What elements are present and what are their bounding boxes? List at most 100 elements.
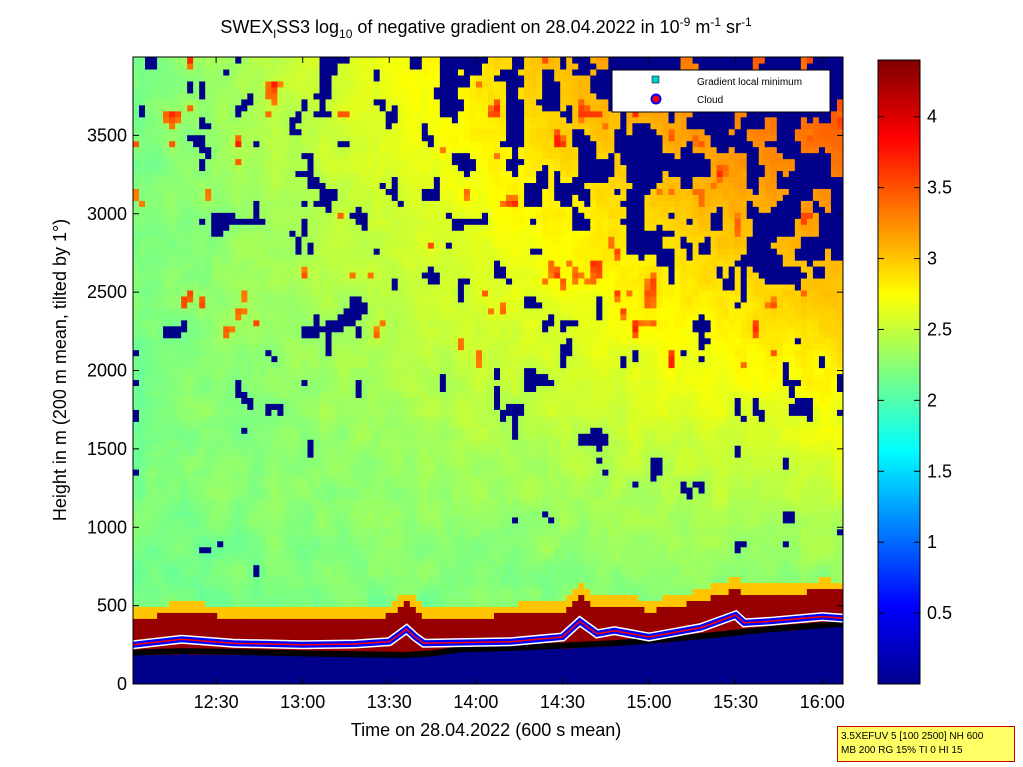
heatmap-cell xyxy=(331,283,339,291)
heatmap-cell xyxy=(181,301,188,309)
heatmap-cell xyxy=(271,678,279,684)
heatmap-cell xyxy=(217,463,224,470)
heatmap-cell xyxy=(205,540,212,548)
heatmap-cell xyxy=(235,534,242,542)
heatmap-cell xyxy=(139,355,146,363)
heatmap-cell xyxy=(247,355,254,363)
heatmap-cell xyxy=(235,666,242,673)
heatmap-cell xyxy=(187,170,194,178)
heatmap-cell xyxy=(205,498,212,506)
heatmap-cell xyxy=(151,343,158,351)
heatmap-cell xyxy=(241,116,248,124)
heatmap-cell xyxy=(235,248,242,255)
heatmap-cell xyxy=(379,409,387,416)
heatmap-cell xyxy=(295,678,303,684)
heatmap-cell xyxy=(193,68,200,76)
heatmap-cell xyxy=(253,152,260,160)
heatmap-cell xyxy=(235,224,242,231)
heatmap-cell xyxy=(391,504,399,512)
heatmap-cell xyxy=(313,457,321,464)
heatmap-cell xyxy=(385,98,393,106)
heatmap-cell xyxy=(145,403,152,410)
heatmap-cell xyxy=(223,128,230,136)
heatmap-cell xyxy=(319,289,327,297)
heatmap-cell xyxy=(265,331,272,339)
heatmap-cell xyxy=(301,403,309,410)
heatmap-cell xyxy=(139,68,146,76)
heatmap-cell xyxy=(265,307,272,315)
heatmap-cell xyxy=(157,522,164,530)
heatmap-cell xyxy=(211,355,218,363)
heatmap-cell xyxy=(163,134,170,142)
heatmap-cell xyxy=(337,218,345,225)
heatmap-cell xyxy=(373,319,381,327)
heatmap-cell xyxy=(253,104,260,112)
heatmap-cell xyxy=(187,510,194,518)
heatmap-cell xyxy=(229,170,236,178)
heatmap-cell xyxy=(277,254,285,261)
heatmap-cell xyxy=(337,152,345,160)
heatmap-cell xyxy=(235,277,242,285)
heatmap-cell xyxy=(145,182,152,189)
heatmap-cell xyxy=(265,337,272,345)
heatmap-cell xyxy=(301,134,309,142)
heatmap-cell xyxy=(139,469,146,476)
heatmap-cell xyxy=(265,576,272,584)
heatmap-cell xyxy=(301,355,309,363)
heatmap-cell xyxy=(145,463,152,470)
heatmap-cell xyxy=(349,182,357,189)
heatmap-cell xyxy=(151,546,158,554)
heatmap-cell xyxy=(409,116,417,124)
heatmap-cell xyxy=(181,570,188,578)
heatmap-cell xyxy=(229,624,236,631)
heatmap-cell xyxy=(211,570,218,578)
heatmap-cell xyxy=(133,277,140,285)
heatmap-cell xyxy=(379,319,387,327)
heatmap-cell xyxy=(385,463,393,470)
heatmap-cell xyxy=(199,451,206,458)
heatmap-cell xyxy=(151,236,158,243)
heatmap-cell xyxy=(247,313,254,321)
heatmap-cell xyxy=(217,355,224,363)
heatmap-cell xyxy=(265,68,272,76)
heatmap-cell xyxy=(289,170,297,178)
heatmap-cell xyxy=(373,516,381,524)
heatmap-cell xyxy=(373,624,381,631)
heatmap-cell xyxy=(343,68,351,76)
heatmap-cell xyxy=(349,152,357,160)
heatmap-cell xyxy=(139,57,146,64)
heatmap-cell xyxy=(331,104,339,112)
heatmap-cell xyxy=(235,516,242,524)
heatmap-cell xyxy=(133,582,140,590)
heatmap-cell xyxy=(235,403,242,410)
heatmap-cell xyxy=(199,678,206,684)
heatmap-cell xyxy=(235,236,242,243)
heatmap-cell xyxy=(163,122,170,130)
heatmap-cell xyxy=(349,570,357,578)
heatmap-cell xyxy=(355,146,363,154)
heatmap-cell xyxy=(151,624,158,631)
heatmap-cell xyxy=(403,469,411,476)
heatmap-cell xyxy=(391,403,399,410)
heatmap-cell xyxy=(175,594,182,601)
heatmap-cell xyxy=(181,666,188,673)
heatmap-cell xyxy=(301,57,309,64)
heatmap-cell xyxy=(397,152,405,160)
heatmap-cell xyxy=(199,116,206,124)
heatmap-cell xyxy=(241,92,248,100)
heatmap-cell xyxy=(361,564,369,572)
heatmap-cell xyxy=(217,558,224,566)
heatmap-cell xyxy=(253,492,260,500)
heatmap-cell xyxy=(289,104,297,112)
heatmap-cell xyxy=(187,486,194,494)
heatmap-cell xyxy=(217,212,224,219)
heatmap-cell xyxy=(253,528,260,536)
heatmap-cell xyxy=(391,648,399,655)
heatmap-cell xyxy=(343,164,351,172)
heatmap-cell xyxy=(259,260,266,267)
heatmap-cell xyxy=(295,152,303,160)
heatmap-cell xyxy=(247,319,254,327)
heatmap-cell xyxy=(379,522,387,530)
heatmap-cell xyxy=(175,421,182,428)
heatmap-cell xyxy=(229,319,236,327)
